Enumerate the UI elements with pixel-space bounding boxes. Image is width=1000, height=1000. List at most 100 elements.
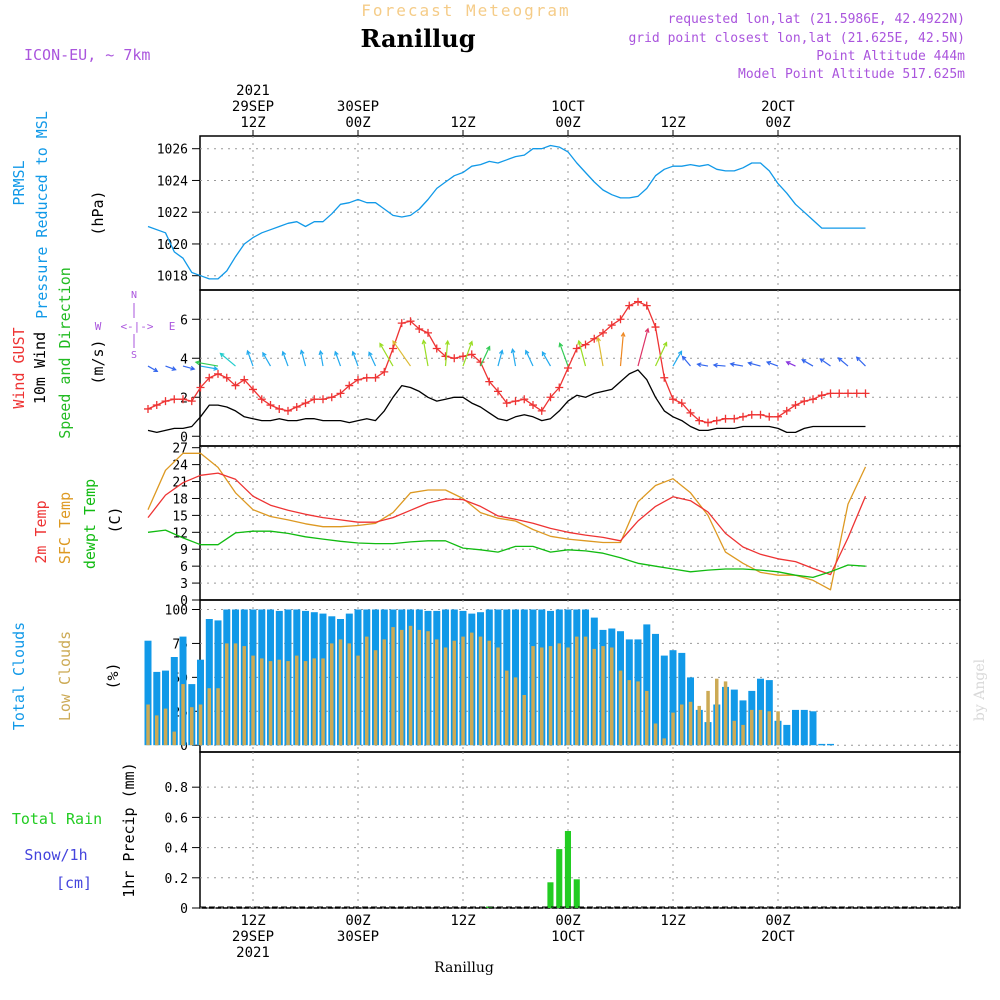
bottom-time-label: 2OCT (761, 929, 795, 945)
low-cloud-bar (277, 659, 281, 746)
low-cloud-bar (356, 655, 360, 746)
gust-marker (266, 401, 275, 410)
credit-label: by Angel (972, 658, 988, 721)
wind-arrow-head (281, 350, 287, 356)
gust-marker (809, 395, 817, 404)
wind-arrow (559, 343, 569, 367)
gust-marker (511, 397, 520, 406)
gust-marker (336, 389, 345, 398)
wind-arrow-head (299, 349, 305, 355)
wind-arrow (220, 352, 236, 367)
wind-arrow (147, 365, 158, 372)
top-time-label: 30SEP (337, 99, 379, 115)
gust-marker (791, 401, 800, 410)
top-time-label: 1OCT (551, 99, 585, 115)
bottom-time-label: 12Z (240, 913, 265, 929)
total-cloud-bar (205, 619, 213, 746)
wind-speed-line (147, 369, 866, 434)
temp-unit-label: (C) (106, 506, 124, 533)
bottom-time-label: 2021 (236, 945, 270, 961)
gust-marker (765, 412, 774, 421)
low-cloud-bar (513, 677, 518, 746)
y-tick-label: 0 (180, 902, 188, 917)
y-tick-label: 0 (180, 739, 188, 754)
y-tick-label: 9 (180, 543, 188, 558)
low-cloud-bar (653, 723, 658, 746)
wind-arrow (541, 351, 552, 367)
top-time-label: 2OCT (761, 99, 795, 115)
total-cloud-bar (669, 650, 677, 746)
gust-marker (852, 389, 861, 398)
wind-arrow (352, 351, 359, 367)
low-cloud-bar (531, 646, 535, 746)
gust-marker (835, 389, 844, 398)
gust-marker (415, 325, 424, 333)
y-tick-label: 4 (180, 352, 188, 367)
gust-marker (520, 395, 529, 404)
wind-arrow-head (468, 340, 474, 346)
y-tick-label: 0 (180, 594, 188, 609)
gust-marker (739, 412, 747, 421)
2m-temp-line (147, 472, 867, 576)
total-cloud-bar (144, 640, 152, 746)
low-cloud-bar (601, 646, 605, 746)
low-cloud-bar (706, 690, 710, 746)
wind-arrow (319, 350, 324, 367)
y-tick-label: 0.4 (165, 842, 189, 857)
wind-arrow-head (392, 340, 397, 346)
low-cloud-bar (207, 688, 211, 746)
total-cloud-bar (512, 609, 519, 746)
total-cloud-bar (153, 671, 161, 746)
low-cloud-bar (575, 636, 579, 746)
pressure-unit-label: (hPa) (89, 190, 107, 235)
gust-marker (354, 375, 362, 384)
gust-marker (424, 328, 432, 337)
wind-arrow (682, 356, 691, 367)
gust-marker (231, 381, 240, 390)
wind-arrow (786, 361, 796, 367)
gust-marker (397, 319, 406, 328)
rain-bar (564, 831, 571, 908)
gust-marker (380, 367, 389, 376)
compass-glyph: <-|-> (120, 320, 153, 333)
total-cloud-bar (652, 633, 659, 746)
wind-arrow (422, 340, 429, 367)
low-cloud-bar (522, 695, 526, 746)
grid-point-coords: grid point closest lon,lat (21.625E, 42.… (628, 31, 965, 46)
panel-frame-1 (199, 289, 961, 447)
wind-arrow-head (696, 362, 702, 368)
low-cloud-bar (776, 711, 780, 746)
low-cloud-bar (365, 636, 369, 746)
low-cloud-bar (592, 648, 596, 746)
low-cloud-bar (548, 646, 553, 746)
wind-arrow (392, 340, 411, 367)
wind-label: 10m Wind (31, 332, 49, 404)
gust-marker (677, 399, 686, 408)
wind-arrow (479, 346, 491, 367)
wind-arrow (713, 364, 726, 367)
y-tick-label: 15 (172, 509, 188, 524)
footer-location: Ranillug (434, 960, 494, 976)
gust-marker (861, 389, 870, 398)
gust-marker (327, 393, 336, 402)
point-altitude: Point Altitude 444m (816, 49, 965, 64)
gust-marker (616, 315, 625, 324)
y-tick-label: 0.2 (165, 872, 188, 887)
low-cloud-bar (452, 640, 456, 746)
gust-marker (319, 395, 327, 404)
bottom-time-label: 12Z (450, 913, 475, 929)
y-tick-label: 1018 (157, 270, 188, 285)
wind-arrow-head (351, 350, 357, 356)
compass-s: S (131, 350, 137, 361)
gust-marker (529, 401, 537, 410)
compass-e: E (169, 320, 176, 333)
gust-marker (301, 399, 310, 408)
total-cloud-bar (783, 724, 791, 746)
wind-arrow-head (318, 349, 324, 356)
gust-marker (275, 404, 284, 413)
location-title: Ranillug (360, 24, 475, 53)
gust-marker (537, 406, 546, 415)
wind-arrow-head (729, 362, 735, 367)
total-cloud-bar (197, 659, 204, 746)
